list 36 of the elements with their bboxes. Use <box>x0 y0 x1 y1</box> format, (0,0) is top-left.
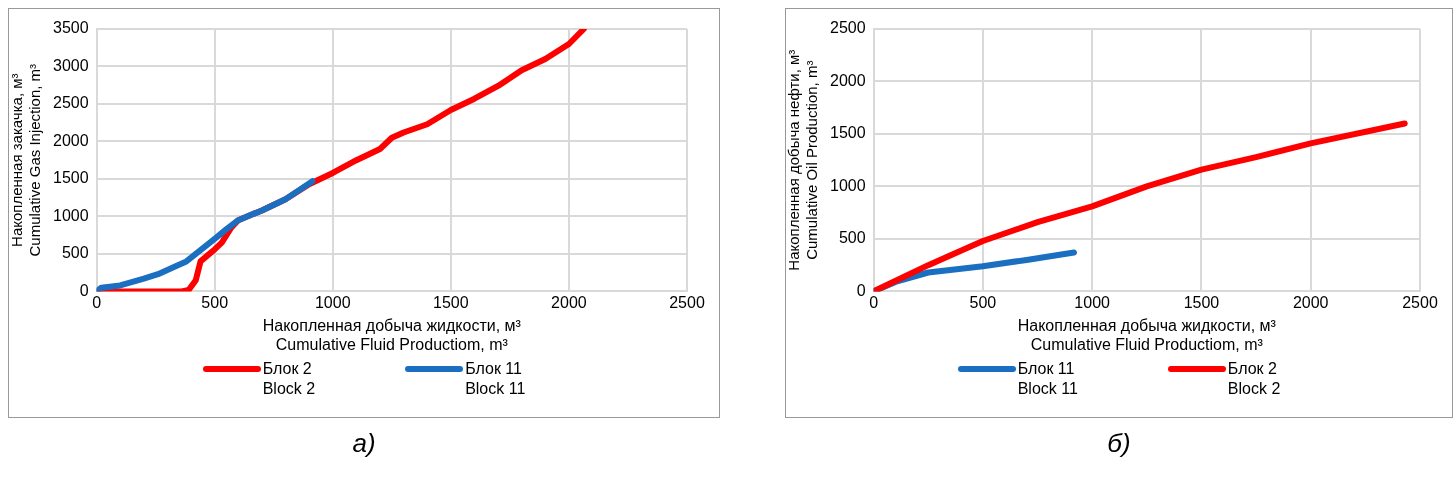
x-axis-title: Накопленная добыча жидкости, м³ Cumulative Fluid Productiom, m³ <box>262 316 522 353</box>
text: а) <box>351 428 377 459</box>
y-tick-label: 0 <box>79 281 89 299</box>
y-tick-label: 1500 <box>53 169 89 187</box>
x-axis-title: Накопленная добыча жидкости, м³ Cumulative Fluid Productiom, m³ <box>1017 316 1277 353</box>
x-tick-label: 1500 <box>433 294 469 312</box>
y-tick-label: 0 <box>856 281 866 299</box>
x-tick-label: 500 <box>969 294 997 312</box>
legend-label: Блок 11 Block 11 <box>465 359 526 399</box>
y-tick-label: 3500 <box>53 19 89 37</box>
y-tick-label: 2000 <box>830 71 866 89</box>
legend-label: Блок 2 Block 2 <box>262 359 316 399</box>
y-tick-label: 1000 <box>53 206 89 224</box>
x-tick-label: 0 <box>92 294 102 312</box>
x-tick-label: 1000 <box>314 294 351 312</box>
x-tick-label: 2000 <box>551 294 587 312</box>
y-axis-title: Накопленная закачка, м³ Cumulative Gas Injection, m³ <box>8 63 44 257</box>
legend-label: Блок 11 Block 11 <box>1017 359 1078 399</box>
x-tick-label: 2500 <box>669 294 705 312</box>
x-tick-label: 0 <box>869 294 879 312</box>
x-tick-label: 2500 <box>1402 294 1438 312</box>
x-tick-label: 500 <box>201 294 229 312</box>
x-tick-label: 1000 <box>1074 294 1111 312</box>
y-axis-title: Накопленная добыча нефти, м³ Cumulative Oil Production, m³ <box>785 49 821 271</box>
y-tick-label: 500 <box>61 244 89 262</box>
x-tick-label: 1500 <box>1183 294 1220 312</box>
y-tick-label: 1000 <box>830 176 866 194</box>
y-tick-label: 2500 <box>53 94 89 112</box>
legend-label: Блок 2 Block 2 <box>1227 359 1281 399</box>
y-tick-label: 1500 <box>830 124 866 142</box>
text: б) <box>1106 428 1132 459</box>
y-tick-label: 2000 <box>53 131 89 149</box>
y-tick-label: 3000 <box>53 56 89 74</box>
y-tick-label: 500 <box>838 229 866 247</box>
x-tick-label: 2000 <box>1292 294 1329 312</box>
y-tick-label: 2500 <box>830 19 866 37</box>
